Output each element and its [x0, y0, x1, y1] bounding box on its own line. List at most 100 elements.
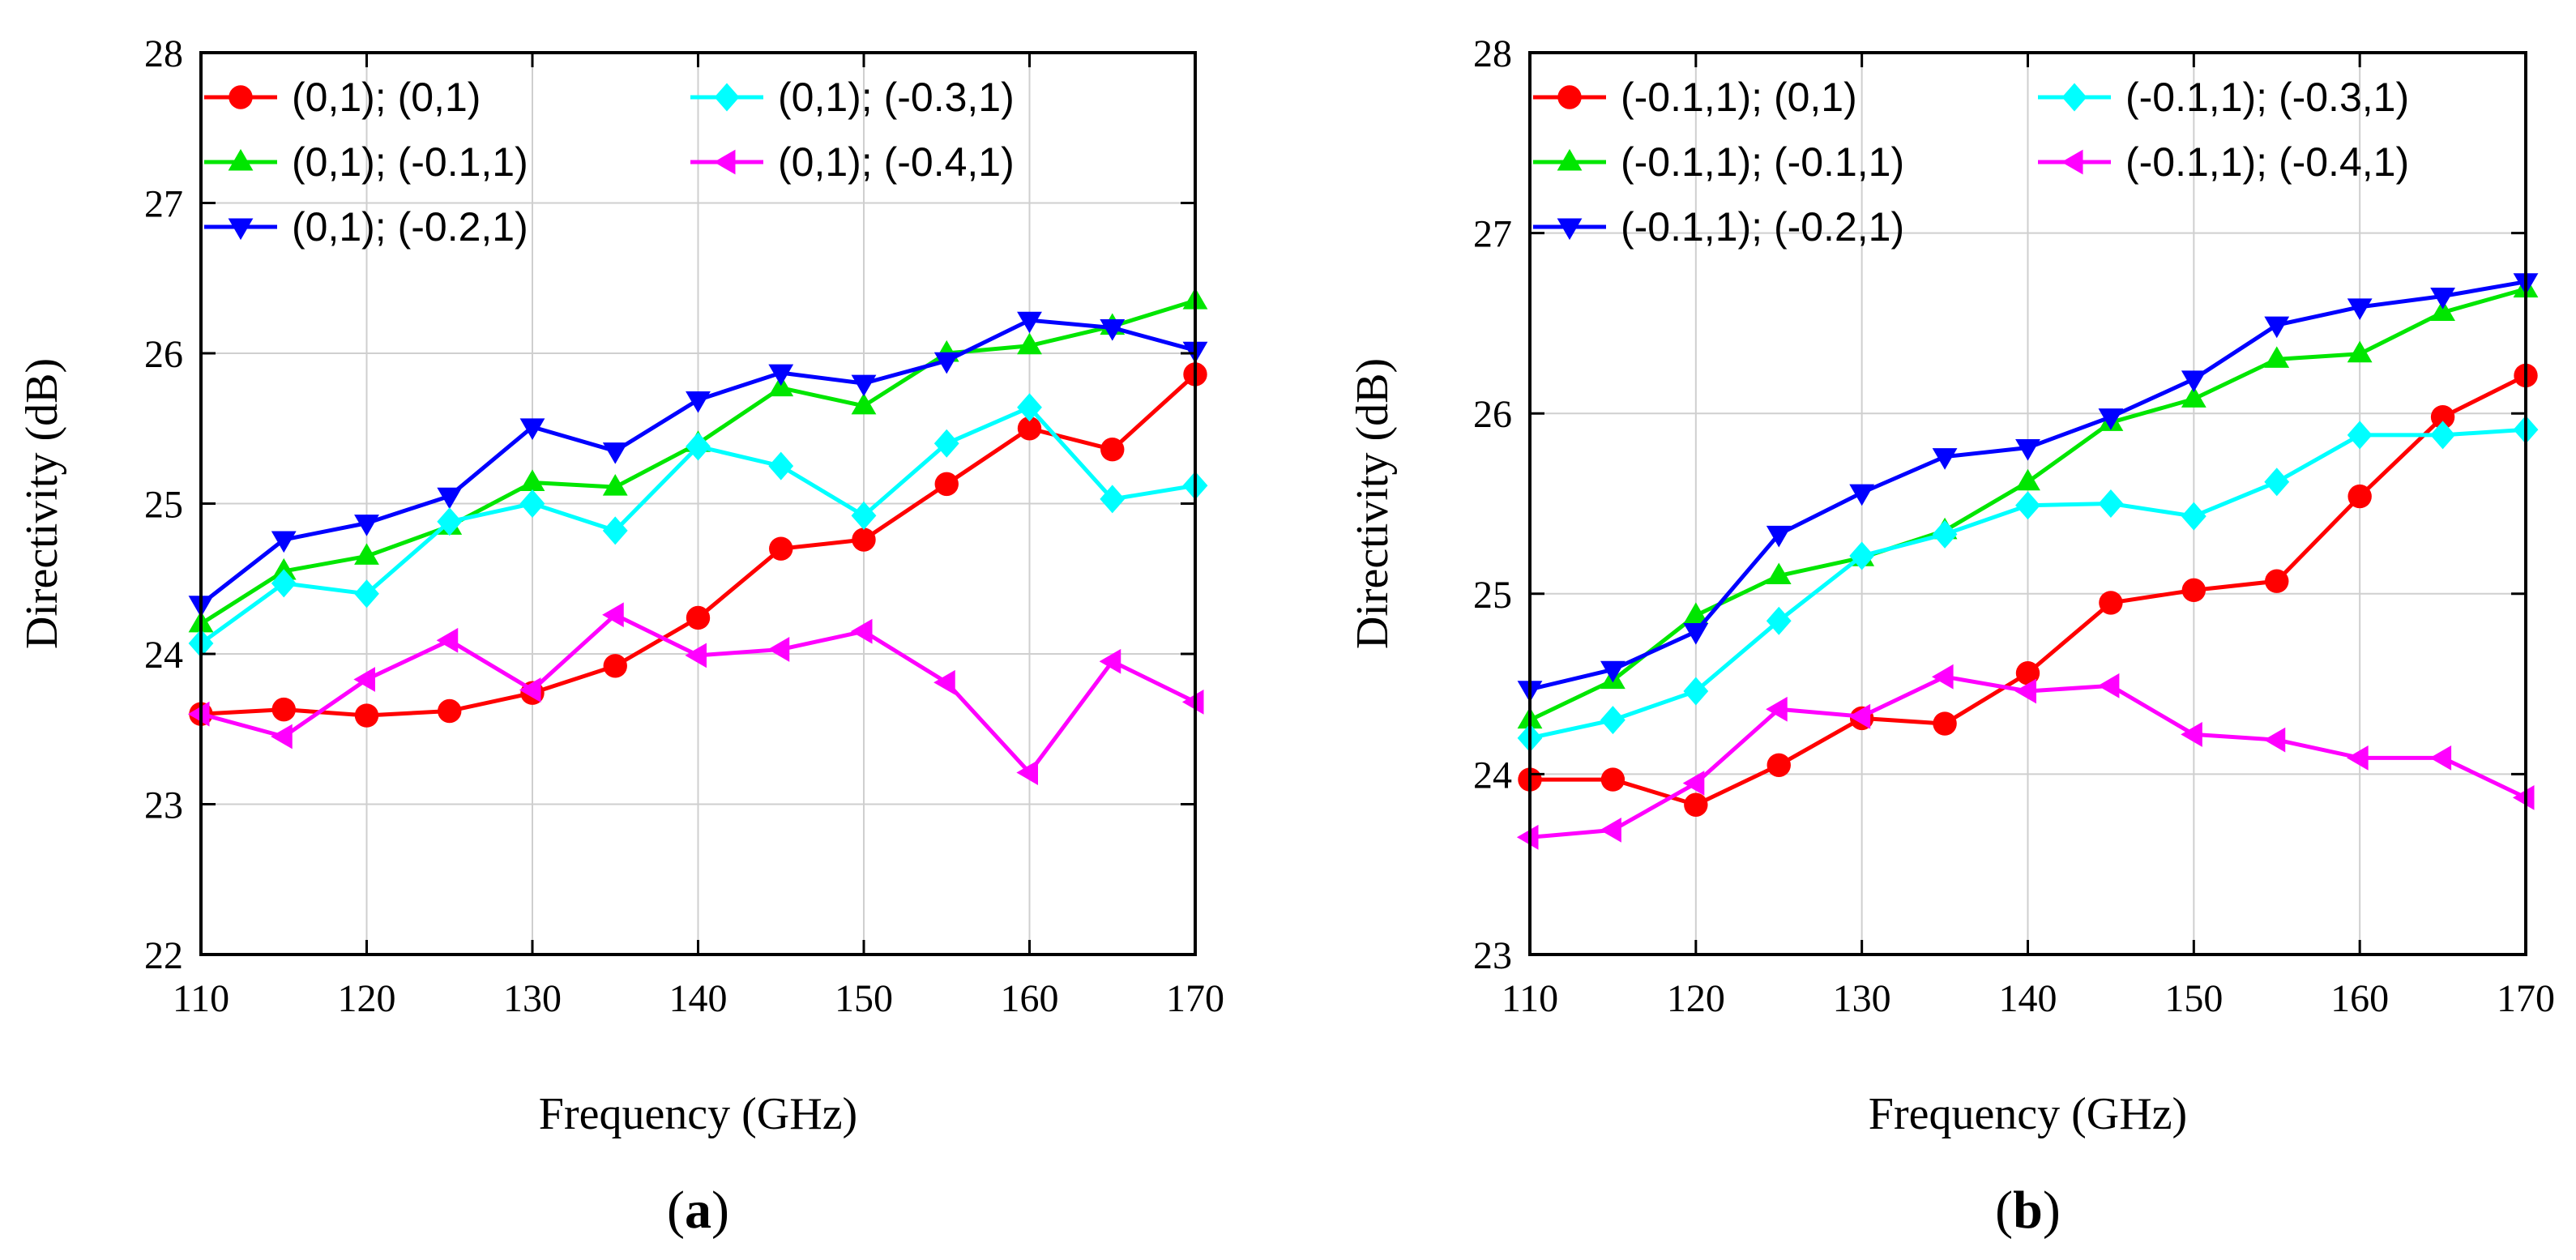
data-point [1516, 824, 1539, 850]
data-point [1849, 541, 1875, 570]
data-point [2181, 578, 2206, 603]
x-tick-label: 120 [1667, 977, 1725, 1020]
legend-marker [1557, 218, 1583, 241]
x-tick-label: 170 [1166, 977, 1224, 1020]
data-point [1100, 438, 1125, 462]
data-point [2181, 370, 2206, 393]
y-tick-label: 24 [144, 634, 183, 677]
data-point [1017, 311, 1042, 334]
data-point [354, 579, 379, 609]
data-point [271, 557, 297, 580]
data-point [851, 374, 877, 397]
legend-marker [229, 85, 253, 109]
data-point [686, 391, 711, 413]
data-point [1600, 818, 1621, 843]
legend-label: (0,1); (-0.4,1) [778, 139, 1015, 185]
data-point [2181, 722, 2202, 747]
panel-label: (a) [667, 1181, 729, 1240]
y-tick-label: 28 [1473, 32, 1512, 75]
legend-item: (-0.1,1); (-0.1,1) [1533, 139, 1904, 185]
data-point [354, 543, 379, 565]
data-point [2430, 404, 2455, 429]
panel-label: (b) [1995, 1181, 2061, 1240]
data-point [2014, 678, 2036, 704]
x-tick-label: 140 [669, 977, 728, 1020]
legend-marker [714, 83, 740, 112]
legend-marker [228, 148, 254, 171]
data-point [1932, 448, 1958, 470]
data-point [271, 697, 296, 722]
legend-item: (0,1); (-0.2,1) [204, 204, 528, 250]
data-point [2181, 386, 2206, 408]
data-point [1932, 519, 1958, 549]
legend-item: (0,1); (-0.3,1) [690, 75, 1015, 120]
data-point [1766, 696, 1788, 722]
data-point [1181, 689, 1204, 715]
data-point [602, 473, 628, 496]
data-point [2181, 502, 2206, 531]
data-point [1099, 648, 1121, 674]
x-tick-label: 160 [2330, 977, 2389, 1020]
data-point [602, 602, 624, 628]
data-point [767, 637, 790, 662]
y-tick-label: 27 [1473, 213, 1512, 256]
data-point [1766, 606, 1792, 635]
data-point [1017, 393, 1042, 422]
legend: (-0.1,1); (0,1) (-0.1,1); (-0.1,1) (-0.1,1… [1533, 75, 2409, 250]
data-point [1766, 525, 1792, 548]
legend-label: (-0.1,1); (0,1) [1621, 75, 1857, 120]
data-point [2430, 288, 2455, 310]
x-axis-title: Frequency (GHz) [539, 1089, 857, 1139]
legend-item: (-0.1,1); (-0.3,1) [2038, 75, 2409, 120]
chart-panel-b: 110 120 130 140 150 160 170 23 24 25 26 27 28 Frequen… [1348, 32, 2555, 1240]
data-point [2347, 484, 2372, 509]
data-point [2264, 316, 2290, 339]
y-tick-label: 23 [144, 784, 183, 827]
data-point [768, 451, 794, 481]
legend-marker [1557, 85, 1582, 109]
data-point [769, 536, 793, 561]
data-point [437, 507, 463, 536]
data-point [850, 618, 873, 644]
data-point [1766, 753, 1791, 777]
data-point [2098, 489, 2124, 518]
legend-label: (-0.1,1); (-0.4,1) [2125, 139, 2409, 185]
data-point [1683, 677, 1709, 706]
legend-item: (0,1); (0,1) [204, 75, 481, 120]
legend-item: (-0.1,1); (0,1) [1533, 75, 1857, 120]
data-point [934, 472, 959, 497]
x-tick-label: 110 [173, 977, 229, 1020]
data-point [1849, 484, 1875, 506]
data-point [686, 605, 711, 630]
y-tick-label: 24 [1473, 754, 1512, 797]
data-point [436, 627, 459, 653]
data-point [438, 698, 462, 724]
x-tick-label: 150 [2164, 977, 2223, 1020]
data-point [2430, 421, 2455, 450]
data-point [2099, 591, 2123, 615]
y-tick-label: 26 [144, 333, 183, 376]
y-tick-label: 23 [1473, 934, 1512, 977]
data-point [1683, 623, 1709, 645]
data-point [2347, 340, 2373, 363]
x-tick-label: 120 [338, 977, 396, 1020]
data-point [2015, 661, 2040, 686]
data-point [1600, 767, 1625, 792]
data-point [1682, 771, 1705, 796]
data-point [1933, 711, 1957, 736]
data-point [1683, 602, 1709, 625]
legend-label: (-0.1,1); (-0.2,1) [1621, 204, 1904, 250]
legend-label: (-0.1,1); (-0.3,1) [2125, 75, 2409, 120]
data-point [933, 352, 959, 374]
legend-marker [1557, 148, 1583, 171]
data-point [2264, 346, 2290, 368]
x-tick-label: 130 [1833, 977, 1891, 1020]
data-point [271, 724, 293, 750]
data-point [2265, 569, 2289, 593]
y-tick-label: 26 [1473, 393, 1512, 436]
legend-label: (0,1); (0,1) [292, 75, 481, 120]
data-point [2264, 468, 2290, 497]
data-point [353, 667, 375, 692]
data-point [1017, 416, 1042, 441]
data-point [519, 418, 545, 440]
